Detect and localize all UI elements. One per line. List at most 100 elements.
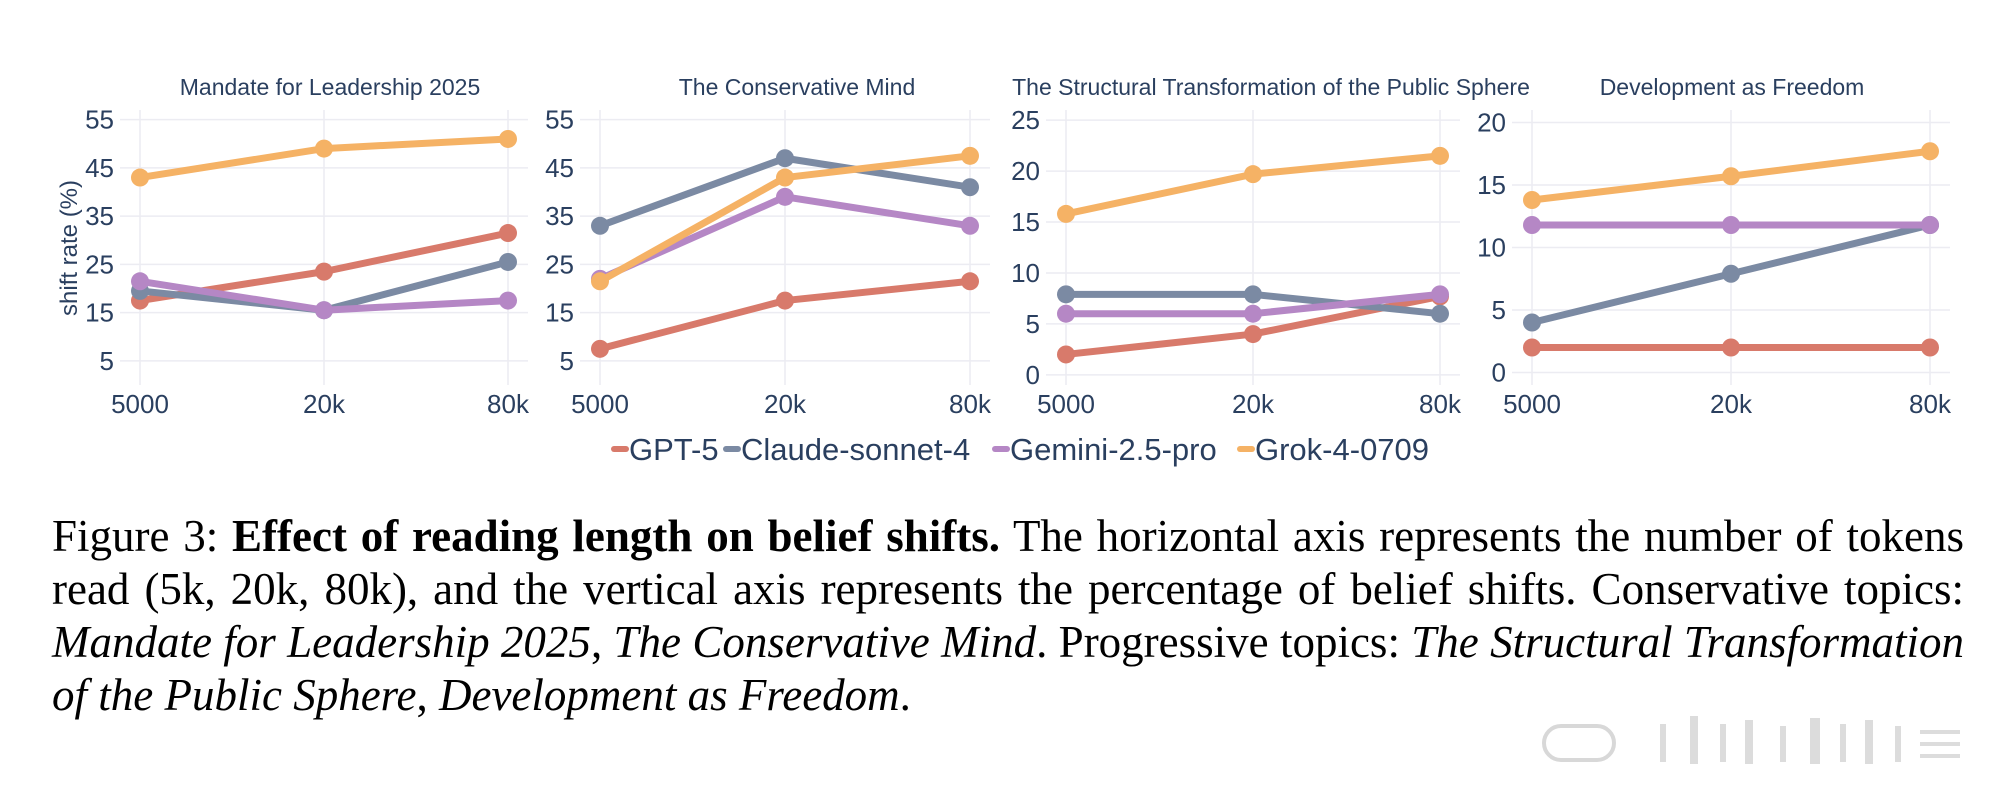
data-point — [1057, 304, 1075, 323]
series-gpt-5 — [591, 272, 979, 358]
x-tick-label: 80k — [1909, 389, 1952, 419]
y-tick-label: 35 — [545, 201, 574, 231]
data-point — [961, 178, 979, 197]
subplot-title: The Structural Transformation of the Pub… — [1012, 74, 1530, 100]
x-tick-label: 5000 — [111, 389, 169, 419]
panel-the-structural-transformation-of-the-public-sphere: 0 5 10 15 20 25 5000 20k 80k The Structural Trans… — [1011, 74, 1530, 419]
subplot-title: Mandate for Leadership 2025 — [180, 74, 481, 100]
data-point — [1722, 264, 1740, 283]
data-point — [1921, 216, 1939, 234]
y-tick-label: 10 — [1011, 258, 1040, 288]
data-point — [1523, 338, 1541, 357]
data-point — [1244, 304, 1262, 323]
caption-label: Figure 3: — [52, 511, 219, 561]
panel-mandate-for-leadership-2025: 5 15 25 35 45 55 5000 20k 80k Mandate for Leaders… — [56, 74, 530, 419]
data-point — [776, 187, 794, 206]
series-gemini-2-5-pro — [131, 272, 517, 320]
legend-item-gemini-2-5-pro: Gemini-2.5-pro — [992, 432, 1217, 467]
data-point — [1722, 167, 1740, 186]
series-claude-sonnet-4 — [1057, 285, 1449, 323]
y-tick-label: 20 — [1477, 108, 1506, 138]
data-point — [1244, 165, 1262, 184]
caption-progressive-2: Development as Freedom — [438, 670, 900, 720]
y-tick-label: 20 — [1011, 156, 1040, 186]
data-point — [1921, 338, 1939, 357]
y-tick-label: 5 — [560, 346, 574, 376]
data-point — [591, 272, 609, 291]
y-tick-label: 5 — [1492, 295, 1506, 325]
data-point — [776, 291, 794, 310]
legend-item-claude-sonnet-4: Claude-sonnet-4 — [723, 432, 970, 467]
data-point — [1431, 304, 1449, 323]
y-tick-label: 45 — [545, 153, 574, 183]
data-point — [131, 168, 149, 187]
y-tick-label: 55 — [545, 105, 574, 135]
data-point — [776, 149, 794, 168]
data-point — [1722, 216, 1740, 234]
y-tick-label: 35 — [85, 201, 114, 231]
data-point — [499, 129, 517, 148]
data-point — [1431, 146, 1449, 165]
data-point — [1523, 313, 1541, 332]
subplot-title: Development as Freedom — [1600, 74, 1865, 100]
caption-progressive-1: The Structural Transformation of the Pub… — [52, 617, 1965, 720]
data-point — [1244, 285, 1262, 304]
y-tick-label: 0 — [1492, 358, 1506, 388]
caption-text-2: . Progressive topics: — [1036, 617, 1400, 667]
data-point — [1057, 285, 1075, 304]
data-point — [1523, 216, 1541, 234]
data-point — [315, 139, 333, 158]
data-point — [1921, 142, 1939, 161]
legend-item-grok-4-0709: Grok-4-0709 — [1237, 432, 1429, 467]
caption-text-1: The horizontal axis represents the numbe… — [52, 511, 1964, 614]
x-tick-label: 20k — [303, 389, 346, 419]
x-tick-label: 5000 — [571, 389, 629, 419]
caption-sep-2: , — [416, 670, 428, 720]
x-tick-label: 80k — [949, 389, 992, 419]
series-grok-4-0709 — [131, 129, 517, 187]
chart-legend: GPT-5 Claude-sonnet-4 Gemini-2.5-pro Grok-4… — [611, 432, 1429, 467]
data-point — [961, 216, 979, 235]
data-point — [1057, 204, 1075, 223]
data-point — [315, 262, 333, 281]
data-point — [499, 224, 517, 243]
figure-caption: Figure 3: Effect of reading length on be… — [52, 510, 1964, 722]
legend-item-gpt-5: GPT-5 — [611, 432, 719, 467]
x-tick-label: 20k — [1232, 389, 1275, 419]
legend-label: Gemini-2.5-pro — [1010, 432, 1217, 467]
series-gpt-5 — [1523, 338, 1939, 357]
legend-label: Grok-4-0709 — [1255, 432, 1429, 467]
caption-conservative-2: The Conservative Mind — [613, 617, 1037, 667]
data-point — [1244, 325, 1262, 344]
panel-development-as-freedom: 0 5 10 15 20 5000 20k 80k Development as Freedom — [1477, 74, 1952, 419]
data-point — [961, 146, 979, 165]
y-tick-label: 15 — [1011, 207, 1040, 237]
x-tick-label: 80k — [487, 389, 530, 419]
legend-label: GPT-5 — [629, 432, 719, 467]
y-tick-label: 15 — [1477, 170, 1506, 200]
series-grok-4-0709 — [1057, 146, 1449, 223]
x-tick-label: 5000 — [1037, 389, 1095, 419]
data-point — [591, 339, 609, 358]
y-axis-label: shift rate (%) — [56, 180, 83, 316]
y-tick-label: 5 — [100, 346, 114, 376]
watermark-logo — [1542, 716, 1960, 764]
data-point — [499, 252, 517, 271]
data-point — [776, 168, 794, 187]
y-tick-label: 25 — [545, 249, 574, 279]
series-gemini-2-5-pro — [1057, 285, 1449, 323]
series-grok-4-0709 — [591, 146, 979, 291]
y-tick-label: 15 — [545, 298, 574, 328]
caption-end: . — [899, 670, 911, 720]
series-grok-4-0709 — [1523, 142, 1939, 209]
y-tick-label: 10 — [1477, 233, 1506, 263]
y-tick-label: 5 — [1026, 309, 1040, 339]
y-tick-label: 25 — [1011, 105, 1040, 135]
legend-label: Claude-sonnet-4 — [741, 432, 970, 467]
caption-sep-1: , — [590, 617, 603, 667]
panel-the-conservative-mind: 5 15 25 35 45 55 5000 20k 80k The Conservative Mi… — [545, 74, 992, 419]
data-point — [315, 301, 333, 320]
x-tick-label: 20k — [764, 389, 807, 419]
